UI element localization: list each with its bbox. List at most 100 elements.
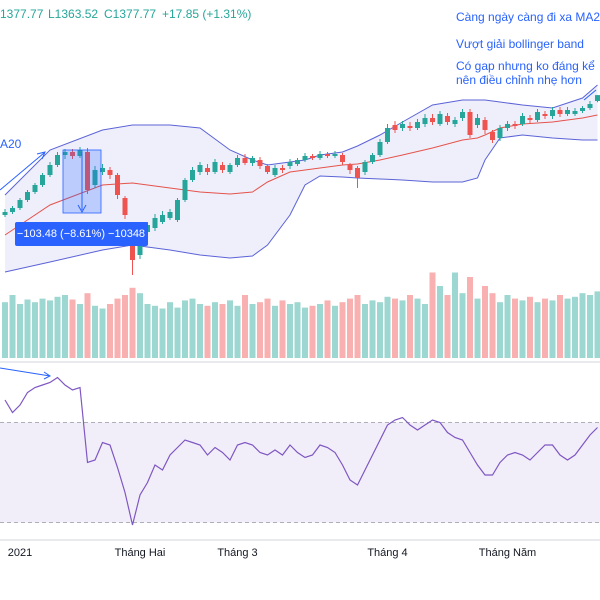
candle-body [175, 200, 180, 220]
volume-bar [579, 293, 586, 358]
candle-body [55, 155, 60, 165]
candle-body [167, 212, 173, 218]
volume-bar [227, 300, 233, 358]
candle-body [355, 168, 360, 178]
volume-bar [242, 295, 248, 358]
annotation: A20 [0, 137, 22, 151]
candle-body [302, 156, 308, 160]
candle-body [497, 128, 503, 138]
volume-bar [317, 304, 323, 358]
candle-body [482, 120, 488, 130]
annotation: Càng ngày càng đi xa MA20 [456, 10, 600, 24]
candle-body [467, 112, 473, 135]
volume-bar [392, 298, 398, 358]
volume-bar [9, 295, 16, 358]
volume-bar [564, 298, 571, 358]
time-label: Tháng Hai [115, 547, 166, 559]
volume-bar [557, 295, 563, 358]
candle-body [422, 118, 428, 124]
candle-body [445, 116, 450, 122]
candle-body [25, 192, 30, 200]
candle-body [197, 165, 203, 172]
volume-bar [324, 300, 331, 358]
candle-body [272, 168, 278, 175]
time-label: Tháng 4 [367, 547, 407, 559]
volume-bar [47, 300, 53, 358]
volume-bar [62, 295, 68, 358]
candle-body [62, 152, 68, 155]
measure-label-box [15, 222, 148, 246]
candle-body [542, 114, 548, 116]
volume-bar [39, 298, 46, 358]
candle-body [235, 158, 240, 165]
volume-bar [279, 300, 286, 358]
candle-body [92, 170, 98, 185]
volume-bar [144, 304, 151, 358]
volume-bar [399, 300, 406, 358]
volume-bar [129, 287, 136, 358]
volume-bar [542, 298, 548, 358]
volume-bar [287, 304, 293, 358]
time-label: 2021 [8, 547, 32, 559]
candle-body [370, 155, 375, 162]
candle-body [527, 118, 533, 120]
candle-body [550, 110, 555, 116]
candle-body [100, 168, 105, 172]
volume-bar [474, 298, 481, 358]
candle-body [362, 162, 368, 172]
candle-body [595, 95, 600, 101]
candle-body [107, 170, 113, 175]
annotation: nên điều chỉnh nhẹ hơn [456, 73, 582, 87]
volume-bar [77, 304, 83, 358]
volume-bar [429, 272, 436, 358]
volume-bar [107, 304, 113, 358]
volume-bar [174, 307, 181, 358]
candle-body [587, 104, 593, 108]
volume-bar [249, 304, 256, 358]
candle-body [347, 165, 353, 170]
volume-bar [534, 302, 541, 358]
candle-body [257, 160, 263, 166]
volume-bar [519, 300, 526, 358]
candle-body [392, 125, 398, 130]
volume-bar [354, 295, 361, 358]
volume-bar [362, 304, 368, 358]
candle-body [460, 112, 465, 118]
header-value: 1377.77 [0, 7, 44, 21]
volume-bar [384, 296, 391, 358]
volume-bar [122, 295, 128, 358]
volume-bar [197, 304, 203, 358]
volume-bar [114, 298, 121, 358]
candle-body [10, 208, 15, 212]
volume-layer [2, 272, 600, 358]
candle-body [475, 118, 480, 125]
volume-bar [347, 298, 353, 358]
volume-bar [182, 300, 188, 358]
candle-body [295, 160, 300, 164]
volume-bar [444, 295, 451, 358]
volume-bar [309, 305, 316, 358]
volume-bar [452, 272, 458, 358]
volume-bar [504, 295, 511, 358]
candle-body [2, 212, 8, 215]
candle-body [512, 124, 518, 126]
volume-bar [32, 302, 38, 358]
header-value: C1377.77 [104, 7, 156, 21]
volume-bar [2, 302, 8, 358]
candle-body [227, 165, 233, 172]
volume-bar [152, 305, 158, 358]
volume-bar [99, 308, 106, 358]
candle-body [452, 120, 458, 124]
volume-bar [294, 302, 301, 358]
volume-bar [587, 295, 593, 358]
candle-body [565, 110, 570, 114]
candle-body [287, 162, 293, 166]
volume-bar [137, 293, 143, 358]
volume-bar [84, 293, 91, 358]
volume-bar [92, 305, 98, 358]
candle-body [122, 198, 128, 215]
candle-body [332, 154, 338, 156]
candle-body [190, 170, 195, 180]
candle-body [77, 150, 83, 156]
candle-body [212, 162, 218, 172]
